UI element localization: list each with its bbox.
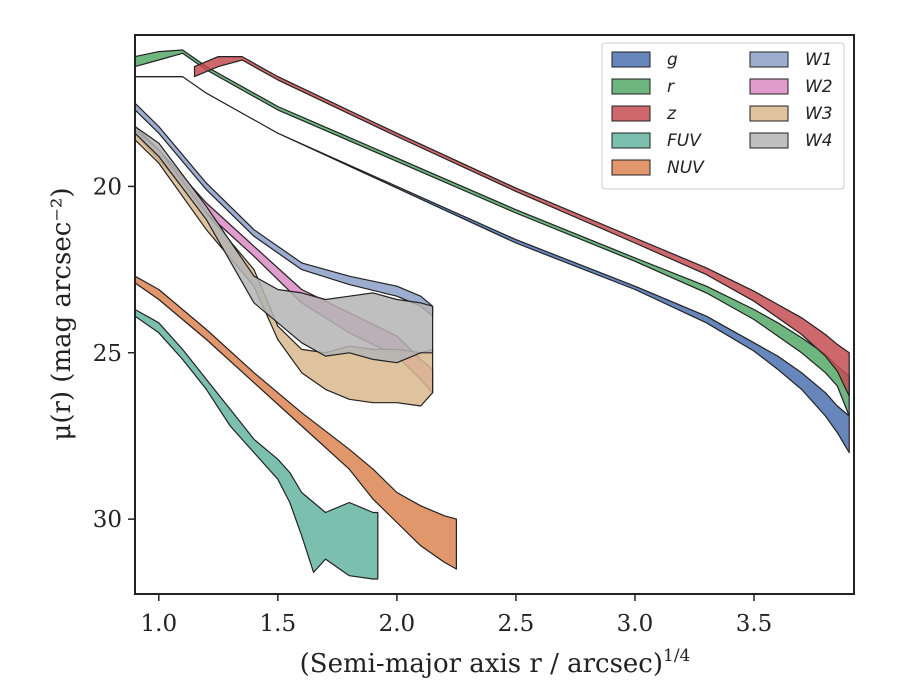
y-tick-label: 20 — [93, 174, 122, 200]
profile-bands — [135, 49, 850, 580]
x-tick-label: 1.0 — [141, 611, 178, 637]
x-tick-label: 3.5 — [736, 611, 773, 637]
band-z — [193, 55, 850, 397]
y-tick-label: 30 — [93, 507, 122, 533]
band-nuv — [135, 275, 457, 570]
x-axis-label: (Semi-major axis r / arcsec)1/4 — [300, 646, 691, 679]
legend-swatch-w1 — [749, 51, 789, 68]
band-r — [135, 49, 850, 417]
y-axis-label: μ(r) (mag arcsec⁻²) — [47, 187, 77, 440]
legend-label-w2: W2 — [805, 77, 833, 97]
band-fuv — [135, 308, 379, 580]
y-axis: 20 25 30 — [93, 174, 135, 533]
x-tick-label: 2.5 — [498, 611, 535, 637]
legend-label-w4: W4 — [805, 131, 833, 151]
legend-label-w1: W1 — [805, 50, 833, 70]
legend-label-g: g — [667, 50, 678, 70]
x-tick-label: 1.5 — [260, 611, 297, 637]
y-tick-label: 25 — [93, 341, 122, 367]
legend-label-nuv: NUV — [667, 158, 705, 178]
legend-swatch-nuv — [611, 159, 651, 176]
band-g — [135, 75, 850, 454]
plot-frame — [134, 34, 855, 595]
legend-label-r: r — [667, 77, 675, 97]
legend-label-fuv: FUV — [667, 131, 702, 151]
x-tick-label: 2.0 — [379, 611, 416, 637]
legend: grz FUV NUV W1 W2 W3 W4 — [601, 42, 845, 190]
legend-swatch-r — [611, 78, 651, 95]
legend-swatch-w2 — [749, 78, 789, 95]
legend-swatch-w4 — [749, 132, 789, 149]
legend-label-w3: W3 — [805, 104, 833, 124]
legend-swatch-z — [611, 105, 651, 122]
x-axis: 1.0 1.5 2.0 2.5 3.0 3.5 — [141, 594, 773, 637]
x-tick-label: 3.0 — [617, 611, 654, 637]
legend-swatch-g — [611, 51, 651, 68]
legend-label-z: z — [666, 104, 677, 124]
legend-swatch-fuv — [611, 132, 651, 149]
band-w4 — [135, 125, 434, 364]
legend-swatch-w3 — [749, 105, 789, 122]
